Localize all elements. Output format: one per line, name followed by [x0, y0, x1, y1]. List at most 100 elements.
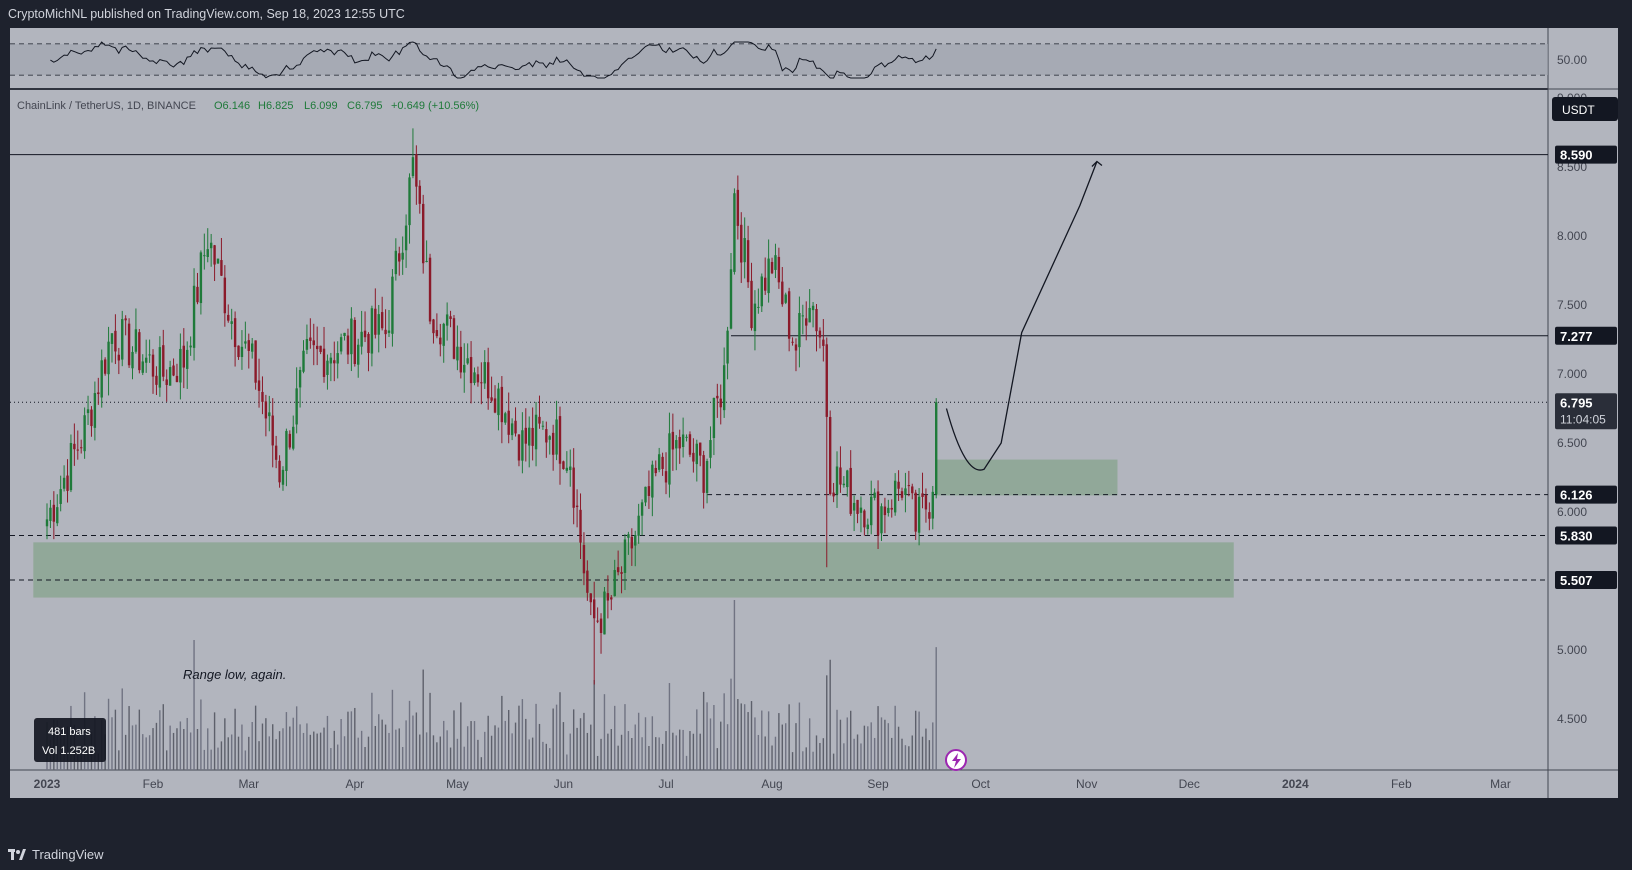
- candle-body: [613, 570, 616, 597]
- candle-body: [699, 442, 702, 456]
- candle-body: [620, 572, 623, 574]
- x-tick-label: Feb: [143, 777, 164, 791]
- y-tick-label: 5.000: [1557, 643, 1587, 657]
- candle-body: [288, 433, 292, 448]
- candle-body: [370, 308, 374, 354]
- candle-body: [541, 425, 545, 427]
- candle-body: [514, 420, 517, 434]
- candle-body: [668, 433, 671, 485]
- candle-body: [264, 401, 268, 419]
- candle-body: [391, 276, 394, 334]
- candle-body: [719, 398, 722, 408]
- candle-body: [189, 345, 192, 348]
- candle-body: [931, 491, 934, 519]
- candle-body: [240, 346, 244, 358]
- candle-body: [251, 343, 254, 352]
- candle-body: [808, 307, 811, 323]
- tradingview-brand[interactable]: TradingView: [8, 840, 104, 870]
- candle-body: [333, 360, 336, 364]
- candle-body: [630, 536, 634, 549]
- candle-body: [917, 496, 921, 533]
- candle-body: [216, 258, 220, 264]
- candle-body: [237, 345, 240, 358]
- candle-body: [285, 430, 288, 471]
- candle-body: [678, 436, 681, 449]
- candle-body: [452, 318, 456, 359]
- candle-body: [822, 339, 825, 346]
- candle-body: [257, 380, 261, 391]
- candle-body: [767, 258, 770, 294]
- lightning-icon[interactable]: [945, 749, 967, 771]
- chart-svg[interactable]: 9.0008.5008.0007.5007.0006.5006.0005.500…: [0, 28, 1632, 840]
- candle-body: [661, 456, 664, 469]
- candle-body: [418, 185, 421, 204]
- candle-body: [907, 485, 911, 487]
- candle-body: [247, 340, 250, 351]
- x-tick-label: Sep: [867, 777, 889, 791]
- candle-body: [134, 329, 138, 352]
- candle-body: [432, 319, 435, 334]
- candle-body: [100, 360, 103, 398]
- candle-body: [893, 480, 897, 513]
- candle-body: [220, 260, 223, 276]
- legend-high: H6.825: [258, 100, 293, 112]
- candle-body: [107, 341, 110, 375]
- candle-body: [534, 414, 538, 450]
- candle-body: [504, 413, 507, 423]
- candle-body: [319, 345, 322, 352]
- candle-body: [726, 330, 729, 364]
- candle-body: [322, 348, 326, 377]
- currency-badge[interactable]: USDT: [1552, 97, 1618, 121]
- candle-body: [97, 392, 100, 395]
- candle-body: [80, 447, 83, 449]
- y-tick-label: 6.500: [1557, 436, 1587, 450]
- candle-body: [736, 189, 740, 226]
- candle-body: [278, 460, 281, 483]
- candle-body: [182, 345, 185, 368]
- candle-body: [230, 321, 233, 324]
- candle-body: [709, 440, 712, 458]
- candle-body: [828, 416, 832, 495]
- candle-body: [411, 157, 415, 177]
- candle-body: [315, 345, 319, 350]
- candle-body: [141, 361, 144, 373]
- candle-body: [476, 374, 480, 383]
- candle-body: [336, 353, 339, 364]
- candle-body: [155, 375, 158, 385]
- candle-body: [538, 416, 541, 424]
- candle-body: [480, 382, 483, 384]
- candle-body: [445, 314, 449, 326]
- candle-body: [442, 323, 445, 346]
- x-tick-label: Jul: [658, 777, 673, 791]
- candle-body: [835, 466, 839, 495]
- candle-body: [213, 245, 216, 265]
- candle-body: [764, 277, 767, 291]
- candle-body: [52, 504, 56, 522]
- price-badge-8590-text: 8.590: [1560, 148, 1593, 163]
- candle-body: [705, 461, 709, 493]
- candle-body: [551, 432, 555, 455]
- candle-body: [353, 319, 356, 364]
- candle-body: [172, 365, 175, 376]
- candle-body: [93, 393, 97, 428]
- candle-body: [380, 312, 384, 329]
- x-tick-label: 2024: [1282, 777, 1309, 791]
- candle-body: [510, 423, 514, 436]
- candle-body: [876, 491, 880, 536]
- candle-body: [292, 426, 295, 449]
- candle-body: [914, 492, 917, 532]
- candle-body: [209, 242, 213, 249]
- candle-body: [712, 397, 716, 439]
- candle-body: [681, 434, 685, 448]
- vol-info: Vol 1.252B: [42, 745, 95, 757]
- candle-body: [76, 449, 79, 451]
- candle-body: [305, 338, 309, 350]
- candle-body: [859, 507, 863, 513]
- footer-brand-text: TradingView: [32, 847, 104, 862]
- candle-body: [500, 386, 504, 423]
- footer: TradingView: [0, 840, 1632, 870]
- price-badge-7277: 7.277: [1555, 326, 1617, 345]
- candle-body: [675, 440, 678, 449]
- price-badge-5507-text: 5.507: [1560, 573, 1593, 588]
- candle-body: [179, 348, 182, 383]
